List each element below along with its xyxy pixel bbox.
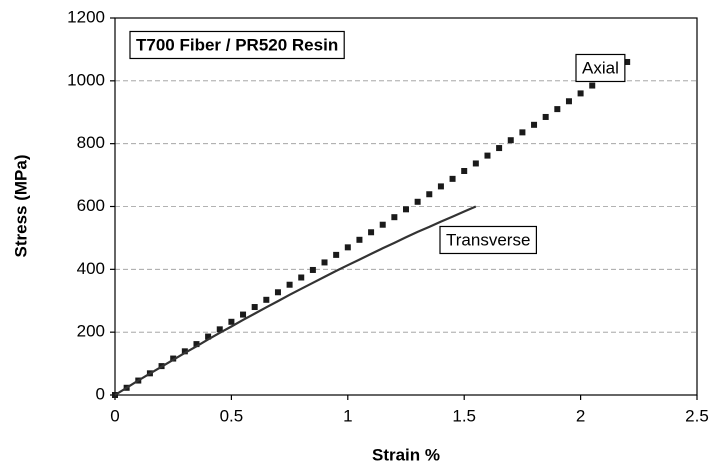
marker (286, 281, 293, 288)
marker (205, 333, 212, 340)
marker (496, 145, 503, 152)
series-label-box (575, 53, 626, 83)
marker (484, 152, 491, 159)
marker (472, 160, 479, 167)
marker (298, 274, 305, 281)
series-label: Axial (582, 58, 619, 77)
marker (554, 106, 561, 113)
marker (624, 58, 631, 65)
marker (274, 289, 281, 296)
marker (263, 296, 270, 303)
marker (309, 266, 316, 273)
x-axis-title: Strain % (372, 445, 440, 464)
marker (507, 137, 514, 144)
x-tick-label: 2 (576, 406, 585, 425)
marker (414, 198, 421, 205)
y-tick-label: 400 (77, 259, 105, 278)
marker (426, 191, 433, 198)
series-label: Transverse (446, 230, 530, 249)
marker (589, 82, 596, 89)
x-tick-label: 2.5 (685, 406, 709, 425)
marker (577, 90, 584, 97)
marker (251, 304, 258, 311)
plot-frame (114, 17, 698, 396)
marker (461, 167, 468, 174)
marker (356, 236, 363, 243)
series-label-box (439, 225, 538, 255)
line (114, 205, 477, 396)
marker (379, 221, 386, 228)
marker (321, 259, 328, 266)
marker (181, 348, 188, 355)
annotation: T700 Fiber / PR520 Resin (136, 35, 338, 54)
marker (403, 206, 409, 213)
y-axis-title: Stress (MPa) (11, 155, 30, 258)
marker (565, 98, 572, 105)
marker (531, 121, 538, 128)
marker (240, 311, 247, 318)
marker (333, 251, 340, 258)
marker (344, 244, 351, 251)
x-tick-label: 1 (343, 406, 352, 425)
marker (391, 214, 398, 221)
y-tick-label: 0 (96, 384, 105, 403)
y-tick-label: 1000 (67, 70, 105, 89)
x-tick-label: 0 (110, 406, 119, 425)
y-tick-label: 600 (77, 196, 105, 215)
marker (216, 326, 223, 333)
marker (228, 318, 235, 325)
x-tick-label: 0.5 (220, 406, 244, 425)
marker (449, 175, 456, 182)
y-tick-label: 800 (77, 133, 105, 152)
y-tick-label: 1200 (67, 7, 105, 26)
y-tick-label: 200 (77, 322, 105, 341)
annotation-box (129, 30, 345, 60)
x-tick-label: 1.5 (452, 406, 476, 425)
marker (542, 113, 549, 120)
marker (368, 229, 375, 236)
marker (519, 129, 526, 136)
marker (437, 183, 444, 190)
marker (193, 341, 200, 348)
